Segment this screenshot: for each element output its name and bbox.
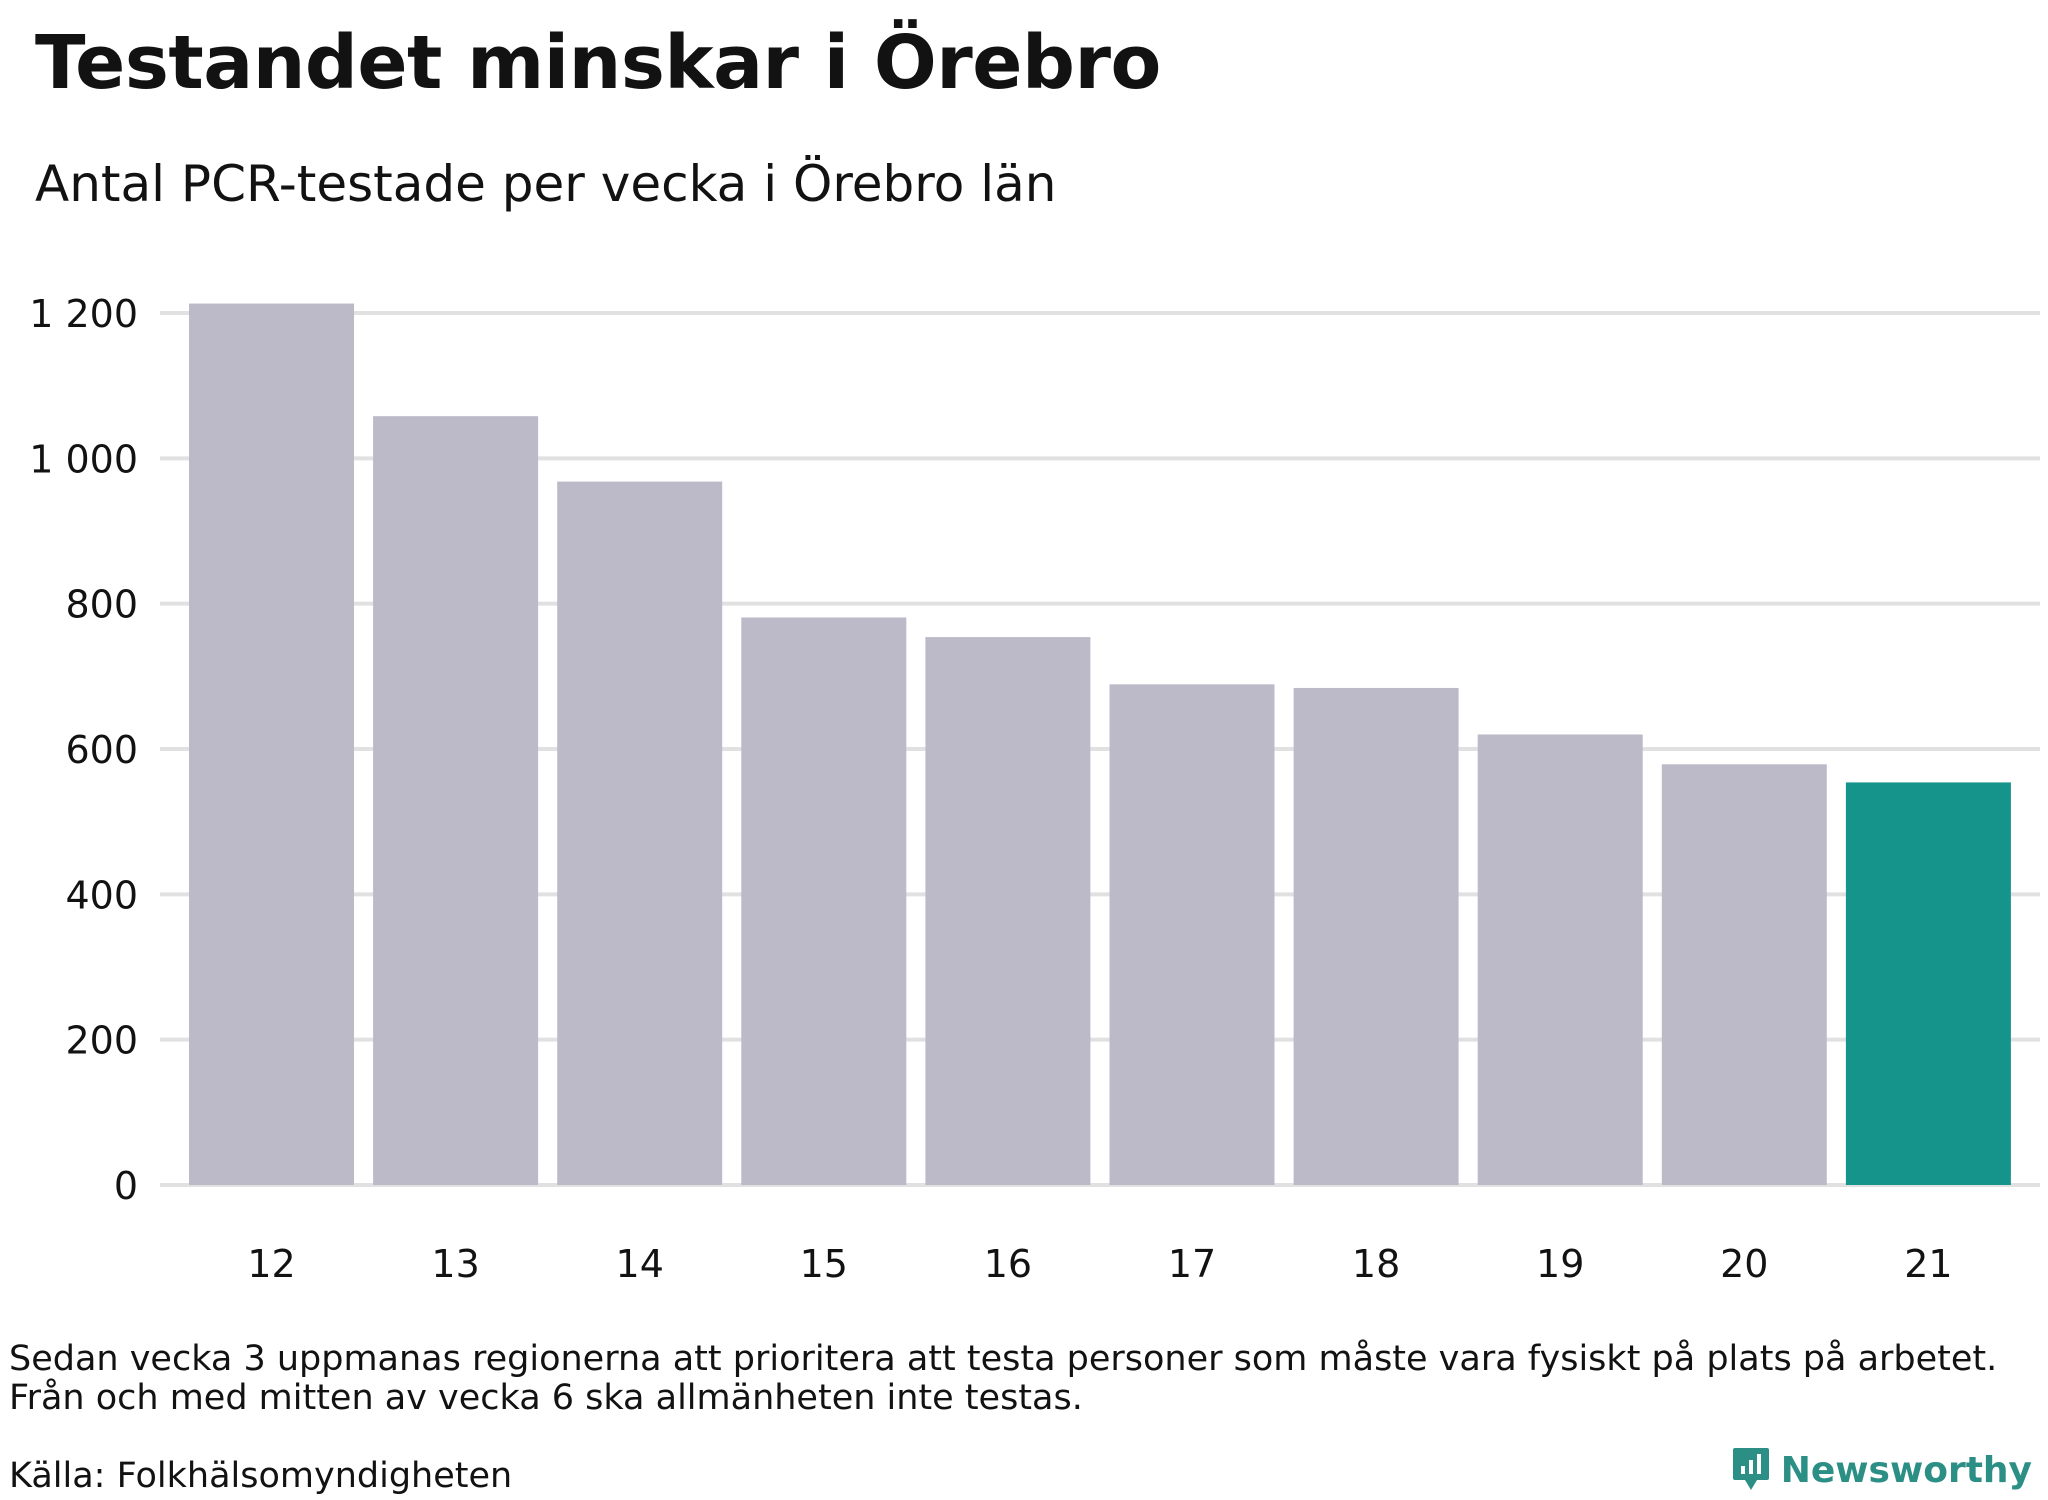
y-tick-label: 0 [114,1164,138,1208]
chart-subtitle: Antal PCR-testade per vecka i Örebro län [35,155,1057,213]
bar-week-17 [1109,684,1275,1185]
y-tick-label: 800 [65,583,138,627]
x-tick-label: 19 [1536,1242,1584,1286]
x-tick-label: 18 [1352,1242,1400,1286]
x-tick-label: 12 [247,1242,295,1286]
bar-week-20 [1661,764,1827,1185]
bar-week-16 [925,637,1091,1185]
x-tick-label: 20 [1720,1242,1768,1286]
footnote-line-1: Sedan vecka 3 uppmanas regionerna att pr… [9,1339,1998,1379]
newsworthy-logo: Newsworthy [1731,1446,2032,1494]
newsworthy-logo-icon [1732,1448,1769,1490]
x-tick-label: 13 [431,1242,479,1286]
x-axis-ticks: 12 13 14 15 16 17 18 19 20 21 [247,1242,1952,1286]
bar-chart: 0 200 400 600 800 1 000 1 200 12 13 14 15 16 17 18 19… [29,292,2040,1286]
bar-week-15 [741,617,907,1185]
y-tick-label: 600 [65,728,138,772]
bar-week-19 [1477,734,1643,1185]
y-tick-label: 1 000 [29,437,138,481]
bar-week-18 [1293,687,1459,1185]
x-tick-label: 14 [616,1242,664,1286]
bar-week-13 [373,416,539,1185]
x-tick-label: 15 [800,1242,848,1286]
newsworthy-logo-text: Newsworthy [1780,1449,2032,1491]
bar-week-21 [1845,782,2011,1185]
bar-week-12 [189,303,354,1185]
footnote: Sedan vecka 3 uppmanas regionerna att pr… [9,1340,1997,1418]
bars [189,303,2011,1185]
x-tick-label: 16 [984,1242,1032,1286]
y-tick-label: 400 [65,873,138,917]
x-tick-label: 17 [1168,1242,1216,1286]
source-label: Källa: Folkhälsomyndigheten [9,1456,513,1496]
footnote-line-2: Från och med mitten av vecka 6 ska allmä… [9,1378,1083,1418]
chart-title: Testandet minskar i Örebro [35,20,1161,106]
x-tick-label: 21 [1904,1242,1952,1286]
bar-week-14 [557,481,723,1185]
y-axis-ticks: 0 200 400 600 800 1 000 1 200 [29,292,138,1208]
y-tick-label: 1 200 [29,292,138,336]
y-tick-label: 200 [65,1019,138,1063]
